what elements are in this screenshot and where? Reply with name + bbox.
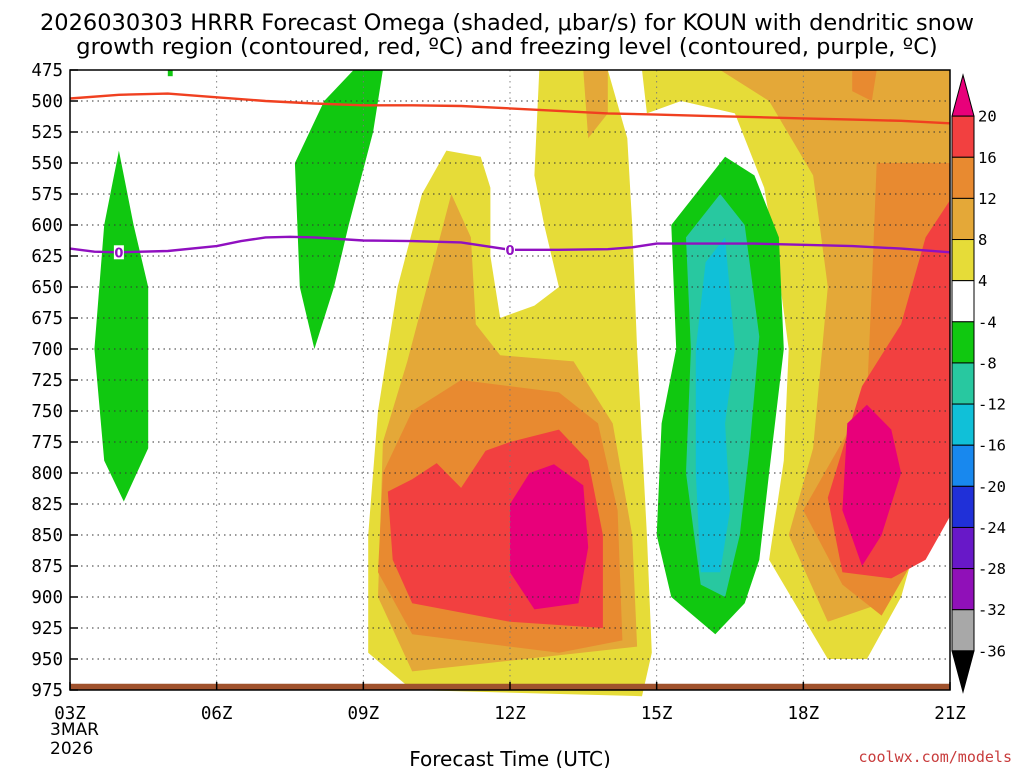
omega-region-pos20-core-right xyxy=(842,404,902,566)
y-tick-label-575: 575 xyxy=(31,185,63,205)
x-tick-label-21Z: 21Z xyxy=(934,704,966,724)
colorbar-bin-3 xyxy=(951,197,975,241)
omega-region-neg8-band-left xyxy=(94,150,149,502)
y-tick-label-525: 525 xyxy=(31,123,63,143)
colorbar-bin-8 xyxy=(951,403,975,446)
x-tick-label-03Z: 03Z xyxy=(54,704,86,724)
colorbar-label-0: 20 xyxy=(978,108,997,126)
y-tick-label-850: 850 xyxy=(31,526,63,546)
colorbar-bin-0 xyxy=(951,73,975,117)
y-tick-label-950: 950 xyxy=(31,650,63,670)
colorbar-label-5: -4 xyxy=(978,313,997,331)
colorbar-bin-2 xyxy=(951,156,975,199)
x-axis-title: Forecast Time (UTC) xyxy=(409,747,611,768)
omega-region-neg16-band-right xyxy=(695,237,735,573)
colorbar-label-2: 12 xyxy=(978,190,997,208)
y-tick-label-650: 650 xyxy=(31,278,63,298)
colorbar-label-13: -36 xyxy=(978,642,1006,660)
colorbar-bin-5 xyxy=(951,280,975,323)
grid-lines xyxy=(70,70,950,690)
colorbar-bin-9 xyxy=(951,444,975,487)
time-axis: 03Z 06Z 09Z 12Z 15Z 18Z 21Z xyxy=(54,682,966,724)
y-tick-label-500: 500 xyxy=(31,92,63,112)
colorbar-bin-6 xyxy=(951,321,975,364)
colorbar-label-3: 8 xyxy=(978,231,987,249)
y-tick-label-550: 550 xyxy=(31,154,63,174)
colorbar-label-8: -16 xyxy=(978,437,1006,455)
y-tick-label-800: 800 xyxy=(31,464,63,484)
y-tick-label-700: 700 xyxy=(31,340,63,360)
colorbar-bin-11 xyxy=(951,526,975,570)
colorbar-bin-10 xyxy=(951,485,975,528)
x-tick-label-15Z: 15Z xyxy=(641,704,673,724)
date-label-year: 2026 xyxy=(50,739,93,759)
colorbar-label-9: -20 xyxy=(978,478,1006,496)
colorbar-label-11: -28 xyxy=(978,560,1006,578)
omega-region-pos12-cap-topright xyxy=(852,70,877,101)
colorbar-bin-14 xyxy=(951,650,975,694)
omega-shading-layer xyxy=(70,70,950,697)
x-tick-label-09Z: 09Z xyxy=(348,704,380,724)
colorbar-label-10: -24 xyxy=(978,519,1006,537)
omega-region-pos20-core-middle xyxy=(510,464,589,610)
colorbar-bin-13 xyxy=(951,609,975,652)
freezing-level-line-label-bg-0 xyxy=(113,245,124,260)
freezing-level-line-label-0: 0 xyxy=(114,246,123,261)
colorbar-label-12: -32 xyxy=(978,601,1006,619)
freezing-level-line xyxy=(69,235,951,254)
y-tick-label-925: 925 xyxy=(31,619,63,639)
colorbar-bin-7 xyxy=(951,362,975,405)
colorbar-label-4: 4 xyxy=(978,272,987,290)
omega-region-neg8-speck-top xyxy=(167,70,173,77)
credit-text: coolwx.com/models xyxy=(858,748,1012,766)
y-tick-label-725: 725 xyxy=(31,371,63,391)
x-tick-label-06Z: 06Z xyxy=(201,704,233,724)
colorbar-label-6: -8 xyxy=(978,354,997,372)
pressure-axis: 475 500 525 550 575 600 625 650 675 700 725 750 775 8… xyxy=(31,61,78,701)
dendritic-growth-line xyxy=(69,92,951,125)
colorbar-label-1: 16 xyxy=(978,149,997,167)
chart-title-line-1: 2026030303 HRRR Forecast Omega (shaded, … xyxy=(40,10,974,36)
chart-title-line-2: growth region (contoured, red, ºC) and f… xyxy=(76,34,937,60)
date-label-month: 3MAR xyxy=(50,720,99,740)
x-tick-label-12Z: 12Z xyxy=(494,704,526,724)
y-tick-label-875: 875 xyxy=(31,557,63,577)
y-tick-label-625: 625 xyxy=(31,247,63,267)
y-tick-label-675: 675 xyxy=(31,309,63,329)
colorbar-bin-1 xyxy=(951,115,975,158)
y-tick-label-975: 975 xyxy=(31,681,63,701)
colorbar-bin-4 xyxy=(951,239,975,282)
colorbar-bin-12 xyxy=(951,568,975,611)
omega-colorbar: 20 16 12 8 4 -4 -8 -12 -16 -20 -24 -28 -32 -36 xyxy=(951,73,1006,694)
freezing-level-line-label-1: 0 xyxy=(505,244,514,259)
y-tick-label-600: 600 xyxy=(31,216,63,236)
omega-region-neg8-band-upper-mid xyxy=(294,70,383,349)
x-tick-label-18Z: 18Z xyxy=(788,704,820,724)
y-tick-label-775: 775 xyxy=(31,433,63,453)
omega-region-pos8-cap-upper-middle xyxy=(583,70,608,139)
y-tick-label-825: 825 xyxy=(31,495,63,515)
y-tick-label-900: 900 xyxy=(31,588,63,608)
colorbar-label-7: -12 xyxy=(978,396,1006,414)
y-tick-label-750: 750 xyxy=(31,402,63,422)
y-tick-label-475: 475 xyxy=(31,61,63,81)
freezing-level-line-label-bg-1 xyxy=(505,242,515,257)
